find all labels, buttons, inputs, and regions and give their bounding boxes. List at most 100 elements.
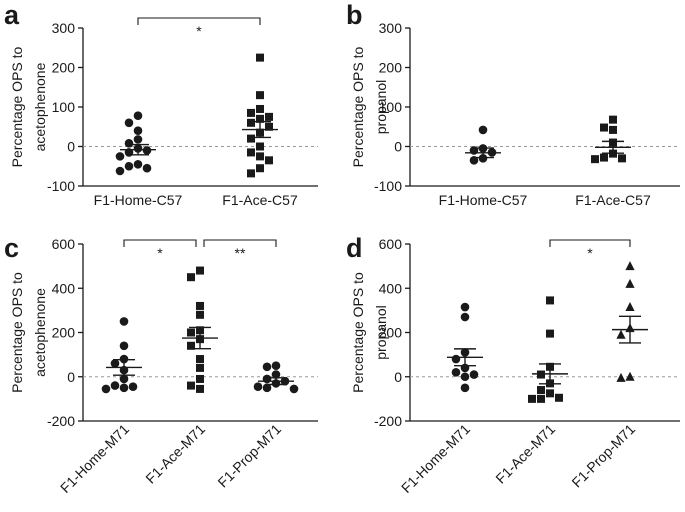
data-point (187, 273, 195, 282)
data-point (133, 159, 143, 169)
data-point (546, 296, 554, 305)
data-point (247, 148, 255, 157)
data-point (124, 139, 134, 148)
data-point (271, 361, 281, 370)
y-tick-label: 0 (394, 369, 402, 385)
y-axis-label: propanol (373, 80, 389, 135)
data-point (555, 393, 563, 402)
panel-letter-d: d (346, 233, 363, 263)
y-tick-label: 200 (379, 60, 403, 76)
data-point (262, 362, 272, 372)
y-axis-label: Percentage OPS to (9, 272, 25, 393)
significance-bracket (123, 239, 197, 247)
data-point (133, 126, 143, 135)
data-point (478, 125, 488, 135)
significance-label: ** (235, 245, 246, 261)
data-point (591, 155, 599, 164)
panel-b: b -100 0 100 200 300 Percentage OPS to propano… (346, 0, 680, 208)
y-tick-label: 300 (379, 20, 403, 36)
data-point (119, 317, 129, 326)
data-point (196, 363, 204, 372)
y-axis-label: Percentage OPS to (350, 272, 366, 393)
y-tick-label: -100 (374, 178, 402, 194)
y-tick-label: 400 (52, 280, 76, 296)
data-point (115, 166, 125, 176)
y-axis-label: propanol (373, 305, 389, 360)
data-point (196, 384, 204, 393)
data-point (625, 302, 635, 312)
data-point (609, 115, 617, 124)
data-point (256, 91, 264, 100)
y-tick-label: -200 (47, 413, 75, 429)
data-point (616, 372, 626, 382)
significance-label: * (196, 23, 202, 39)
data-point (537, 394, 545, 403)
data-point (600, 153, 608, 162)
data-point (460, 302, 470, 312)
data-point (196, 310, 204, 319)
panel-letter-a: a (4, 0, 20, 30)
data-point (528, 394, 536, 403)
panel-c: c -200 0 200 400 600 Percentage OPS to acetoph… (4, 233, 318, 496)
data-point (289, 384, 299, 394)
y-axis-label: acetophenone (32, 288, 48, 377)
data-point (256, 53, 264, 62)
significance-bracket (549, 239, 631, 247)
category-label: F1-Home-M71 (57, 421, 132, 496)
significance-label: * (587, 245, 593, 261)
data-point (469, 370, 479, 379)
y-tick-label: 200 (52, 325, 76, 341)
significance-label: * (157, 245, 163, 261)
data-point (187, 328, 195, 337)
data-point (196, 301, 204, 310)
panel-d: d -200 0 200 400 600 Percentage OPS to propano… (346, 233, 680, 496)
data-point (110, 381, 120, 390)
y-tick-label: -100 (47, 178, 75, 194)
y-axis-label: acetophenone (32, 62, 48, 151)
data-point (187, 341, 195, 350)
data-point (124, 161, 134, 171)
category-label: F1-Prop-M71 (214, 421, 284, 491)
data-point (609, 125, 617, 134)
category-label: F1-Home-C57 (94, 192, 183, 208)
y-tick-label: 0 (67, 369, 75, 385)
data-point (247, 108, 255, 117)
data-point (451, 354, 461, 364)
data-point (115, 152, 125, 161)
data-point (119, 374, 129, 384)
data-point (256, 114, 264, 123)
y-tick-label: 100 (379, 99, 403, 115)
data-point (625, 278, 635, 288)
data-point (133, 135, 143, 144)
data-point (460, 372, 470, 382)
data-point (142, 146, 152, 155)
data-point (247, 169, 255, 178)
data-point (600, 123, 608, 132)
data-point (265, 122, 273, 131)
data-point (265, 156, 273, 165)
panel-letter-c: c (4, 233, 19, 263)
significance-bracket (137, 17, 261, 25)
category-label: F1-Home-M71 (398, 421, 473, 496)
data-point (256, 164, 264, 173)
data-point (265, 112, 273, 121)
y-tick-label: 600 (379, 236, 403, 252)
data-point (625, 261, 635, 271)
data-point (460, 312, 470, 322)
data-point (196, 355, 204, 364)
y-tick-label: 400 (379, 280, 403, 296)
data-point (196, 266, 204, 275)
panel-a: a -100 0 100 200 300 Percentage OPS to acetoph… (4, 0, 318, 208)
category-label: F1-Ace-C57 (575, 192, 651, 208)
data-point (618, 154, 626, 163)
data-point (253, 382, 263, 392)
data-point (187, 381, 195, 390)
data-point (546, 389, 554, 398)
data-point (101, 384, 111, 394)
y-tick-label: 0 (67, 139, 75, 155)
category-label: F1-Ace-M71 (142, 421, 208, 487)
data-point (124, 118, 134, 128)
category-label: F1-Home-C57 (439, 192, 528, 208)
data-point (128, 382, 138, 392)
y-tick-label: 200 (52, 60, 76, 76)
